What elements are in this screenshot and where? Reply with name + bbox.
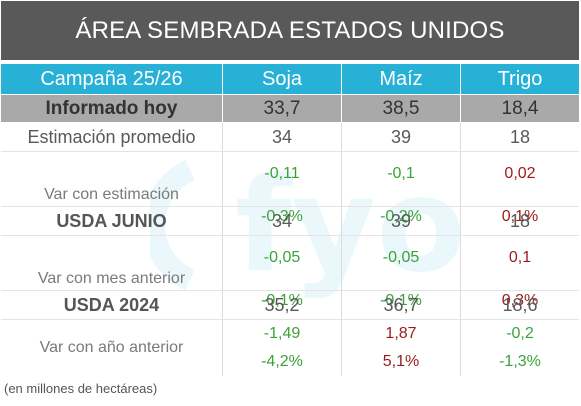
value-soja: 34 (223, 123, 342, 151)
var-abs-maiz: -0,1 (342, 152, 461, 195)
var-pct-maiz: 5,1% (342, 348, 461, 376)
var-pct-soja: -4,2% (223, 348, 342, 376)
table-row-usda-2024: USDA 2024 35,2 36,7 18,6 (1, 291, 579, 319)
value-trigo: 18 (509, 210, 531, 231)
var-pct-trigo: -1,3% (499, 353, 541, 370)
var-abs-soja: -0,11 (223, 152, 342, 195)
table-header-row: Campaña 25/26 Soja Maíz Trigo (1, 64, 579, 94)
page-title: ÁREA SEMBRADA ESTADOS UNIDOS (1, 1, 579, 60)
value-trigo: 18,4 (501, 97, 539, 119)
var-pct-trigo: 0,1% (501, 207, 539, 225)
value-maiz: 38,5 (342, 95, 461, 122)
value-soja: 33,7 (223, 95, 342, 122)
var-abs-trigo: 0,02 (504, 164, 536, 182)
value-trigo: 18 (509, 126, 531, 147)
table-row-var-anio: Var con año anterior -1,49 1,87 -0,2 -4,… (1, 320, 579, 376)
table-row-var-mes: Var con mes anterior -0,05 -0,05 0,1 -0,… (1, 236, 579, 322)
table-row-informado: Informado hoy 33,7 38,5 18,4 (1, 95, 579, 122)
header-trigo: Trigo (497, 67, 543, 90)
row-label: Var con estimación (1, 152, 223, 238)
row-label: USDA 2024 (1, 291, 223, 319)
var-abs-maiz: 1,87 (342, 320, 461, 348)
row-label: Informado hoy (1, 95, 223, 122)
row-label: USDA JUNIO (1, 207, 223, 235)
var-abs-maiz: -0,05 (342, 236, 461, 279)
var-pct-trigo: 0,3% (501, 291, 539, 309)
table-row-estimacion: Estimación promedio 34 39 18 (1, 123, 579, 151)
var-abs-trigo: 0,1 (508, 248, 532, 266)
header-soja: Soja (223, 64, 342, 94)
header-maiz: Maíz (342, 64, 461, 94)
value-maiz: 39 (342, 207, 461, 235)
table-row-usda-junio: USDA JUNIO 34 39 18 (1, 207, 579, 235)
var-abs-soja: -1,49 (223, 320, 342, 348)
row-label: Estimación promedio (1, 123, 223, 151)
row-label: Var con año anterior (1, 320, 223, 376)
var-abs-trigo: -0,2 (506, 325, 534, 342)
header-campaign: Campaña 25/26 (1, 64, 223, 94)
row-label: Var con mes anterior (1, 236, 223, 322)
value-soja: 35,2 (223, 291, 342, 319)
value-maiz: 39 (342, 123, 461, 151)
units-note: (en millones de hectáreas) (4, 381, 158, 396)
var-abs-soja: -0,05 (223, 236, 342, 279)
value-soja: 34 (223, 207, 342, 235)
value-trigo: 18,6 (502, 294, 538, 315)
value-maiz: 36,7 (342, 291, 461, 319)
